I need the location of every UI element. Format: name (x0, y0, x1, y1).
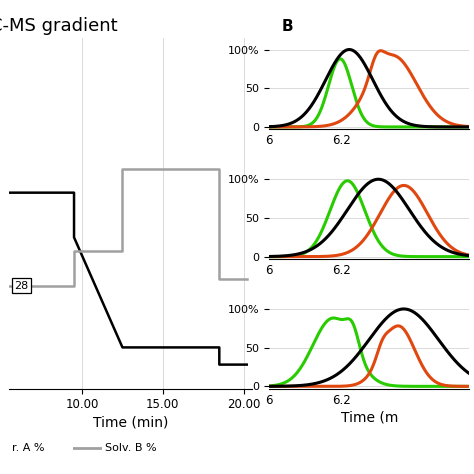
Text: 28: 28 (14, 281, 28, 291)
Text: B: B (282, 19, 294, 34)
Text: C-MS gradient: C-MS gradient (0, 17, 118, 35)
Text: r. A %: r. A % (12, 443, 45, 453)
Text: Solv. B %: Solv. B % (105, 443, 157, 453)
X-axis label: Time (min): Time (min) (93, 416, 168, 429)
X-axis label: Time (m: Time (m (341, 410, 398, 425)
